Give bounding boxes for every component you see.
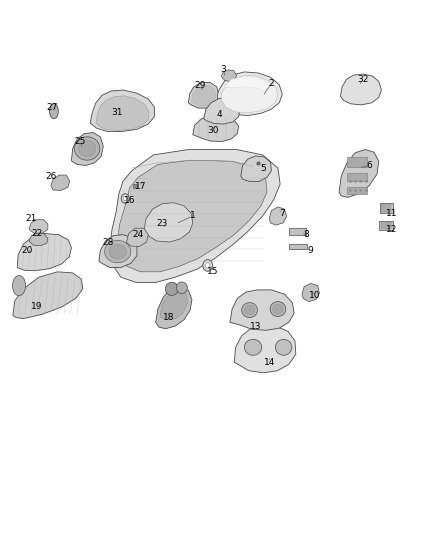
Polygon shape <box>289 228 306 235</box>
Text: 13: 13 <box>251 321 262 330</box>
Polygon shape <box>380 203 393 213</box>
Text: 6: 6 <box>367 161 372 170</box>
Text: 19: 19 <box>31 302 42 311</box>
Text: 8: 8 <box>304 230 309 239</box>
Polygon shape <box>221 70 237 82</box>
Text: 4: 4 <box>216 110 222 119</box>
Text: 2: 2 <box>268 78 274 87</box>
Polygon shape <box>29 220 48 233</box>
Polygon shape <box>51 175 70 190</box>
Polygon shape <box>17 233 71 271</box>
Polygon shape <box>191 86 216 106</box>
Text: 16: 16 <box>124 196 135 205</box>
Polygon shape <box>71 133 103 165</box>
Polygon shape <box>204 98 240 124</box>
Text: 28: 28 <box>103 238 114 247</box>
Ellipse shape <box>244 340 262 356</box>
Text: 15: 15 <box>207 268 218 276</box>
Polygon shape <box>289 244 307 249</box>
Polygon shape <box>347 157 367 166</box>
Polygon shape <box>379 221 393 230</box>
Polygon shape <box>188 83 219 108</box>
Polygon shape <box>193 116 239 142</box>
Text: 21: 21 <box>25 214 37 223</box>
Polygon shape <box>155 287 192 329</box>
Polygon shape <box>381 204 391 212</box>
Polygon shape <box>217 72 283 116</box>
Text: 27: 27 <box>46 102 58 111</box>
Text: 14: 14 <box>264 358 275 367</box>
Polygon shape <box>241 156 272 181</box>
Ellipse shape <box>78 141 96 157</box>
Polygon shape <box>90 90 154 132</box>
Ellipse shape <box>177 282 187 294</box>
Text: 24: 24 <box>133 230 144 239</box>
Polygon shape <box>118 160 267 272</box>
Text: 23: 23 <box>156 220 168 229</box>
Text: 25: 25 <box>74 137 86 146</box>
Ellipse shape <box>165 282 178 295</box>
Text: 12: 12 <box>386 225 397 234</box>
Text: 32: 32 <box>357 75 369 84</box>
Ellipse shape <box>242 303 258 318</box>
Text: 9: 9 <box>308 246 314 255</box>
Polygon shape <box>347 173 367 181</box>
Ellipse shape <box>205 263 210 268</box>
Polygon shape <box>340 74 381 105</box>
Polygon shape <box>221 75 278 113</box>
Ellipse shape <box>12 276 25 296</box>
Polygon shape <box>13 272 83 319</box>
Polygon shape <box>127 228 148 246</box>
Text: 1: 1 <box>190 212 196 221</box>
Text: 10: 10 <box>309 291 321 300</box>
Polygon shape <box>339 150 379 197</box>
Polygon shape <box>96 96 149 131</box>
Polygon shape <box>224 76 271 91</box>
Text: 22: 22 <box>31 229 42 238</box>
Text: 17: 17 <box>134 182 146 191</box>
Polygon shape <box>110 150 280 282</box>
Ellipse shape <box>270 302 286 317</box>
Text: 29: 29 <box>194 81 206 90</box>
Text: 26: 26 <box>45 172 57 181</box>
Text: 5: 5 <box>260 164 265 173</box>
Ellipse shape <box>121 193 129 203</box>
Ellipse shape <box>276 340 292 356</box>
Polygon shape <box>269 207 287 225</box>
Text: 3: 3 <box>220 66 226 74</box>
Text: 18: 18 <box>163 312 174 321</box>
Ellipse shape <box>74 137 100 160</box>
Text: 30: 30 <box>208 126 219 135</box>
Ellipse shape <box>203 260 212 271</box>
Polygon shape <box>99 235 137 268</box>
Polygon shape <box>381 222 391 229</box>
Ellipse shape <box>124 196 127 200</box>
Text: 11: 11 <box>386 209 397 218</box>
Text: 31: 31 <box>112 108 123 117</box>
Polygon shape <box>302 284 319 302</box>
Ellipse shape <box>109 244 127 259</box>
Text: 20: 20 <box>21 246 32 255</box>
Polygon shape <box>230 290 294 330</box>
Ellipse shape <box>49 104 58 119</box>
Polygon shape <box>234 325 296 373</box>
Polygon shape <box>144 203 193 242</box>
Ellipse shape <box>244 305 254 315</box>
Polygon shape <box>29 233 48 246</box>
Polygon shape <box>347 187 367 194</box>
Ellipse shape <box>273 304 283 314</box>
Polygon shape <box>160 290 187 320</box>
Ellipse shape <box>105 240 131 263</box>
Text: 7: 7 <box>279 209 285 218</box>
